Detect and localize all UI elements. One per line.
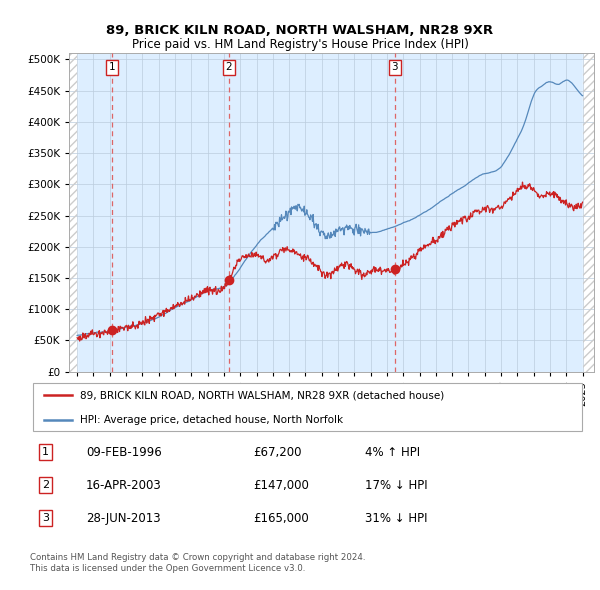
Text: HPI: Average price, detached house, North Norfolk: HPI: Average price, detached house, Nort… [80,415,343,425]
Text: £67,200: £67,200 [253,445,302,459]
Text: Contains HM Land Registry data © Crown copyright and database right 2024.
This d: Contains HM Land Registry data © Crown c… [30,553,365,573]
Text: 1: 1 [42,447,49,457]
Text: 3: 3 [42,513,49,523]
Text: £165,000: £165,000 [253,512,309,525]
Text: 3: 3 [392,63,398,73]
Text: 4% ↑ HPI: 4% ↑ HPI [365,445,420,459]
Text: 2: 2 [226,63,232,73]
Text: 31% ↓ HPI: 31% ↓ HPI [365,512,427,525]
Text: £147,000: £147,000 [253,478,309,492]
Bar [69,53,77,372]
Text: 1: 1 [109,63,115,73]
Bar [583,53,594,372]
Bar [583,53,594,372]
Text: 89, BRICK KILN ROAD, NORTH WALSHAM, NR28 9XR: 89, BRICK KILN ROAD, NORTH WALSHAM, NR28… [106,24,494,37]
Text: Price paid vs. HM Land Registry's House Price Index (HPI): Price paid vs. HM Land Registry's House … [131,38,469,51]
FancyBboxPatch shape [33,384,583,431]
Text: 09-FEB-1996: 09-FEB-1996 [86,445,161,459]
Text: 16-APR-2003: 16-APR-2003 [86,478,161,492]
Text: 2: 2 [42,480,49,490]
Text: 17% ↓ HPI: 17% ↓ HPI [365,478,427,492]
Text: 89, BRICK KILN ROAD, NORTH WALSHAM, NR28 9XR (detached house): 89, BRICK KILN ROAD, NORTH WALSHAM, NR28… [80,391,445,401]
Text: 28-JUN-2013: 28-JUN-2013 [86,512,160,525]
Bar [69,53,77,372]
